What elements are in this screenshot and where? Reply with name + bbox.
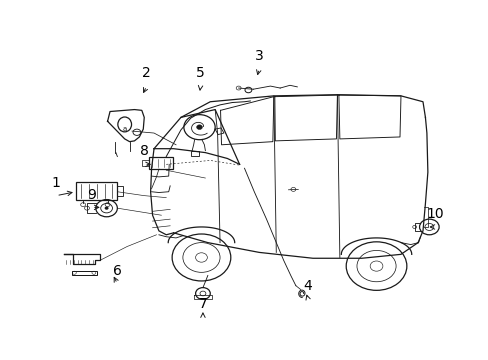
- Text: 7: 7: [198, 297, 207, 311]
- Text: 1: 1: [52, 176, 61, 190]
- Text: 4: 4: [303, 279, 312, 293]
- Bar: [76, 182, 117, 199]
- Text: 2: 2: [142, 66, 151, 80]
- Text: 8: 8: [140, 144, 148, 158]
- Bar: [142, 160, 149, 166]
- Text: 5: 5: [196, 66, 204, 80]
- Text: a: a: [122, 126, 126, 132]
- Circle shape: [196, 125, 202, 130]
- Bar: [117, 186, 123, 195]
- Text: 10: 10: [426, 207, 443, 221]
- Circle shape: [104, 207, 108, 210]
- Text: 6: 6: [113, 264, 122, 278]
- Text: 3: 3: [254, 49, 263, 63]
- Bar: [191, 151, 199, 156]
- Text: 9: 9: [87, 188, 96, 202]
- Bar: [149, 157, 172, 169]
- Bar: [72, 271, 97, 275]
